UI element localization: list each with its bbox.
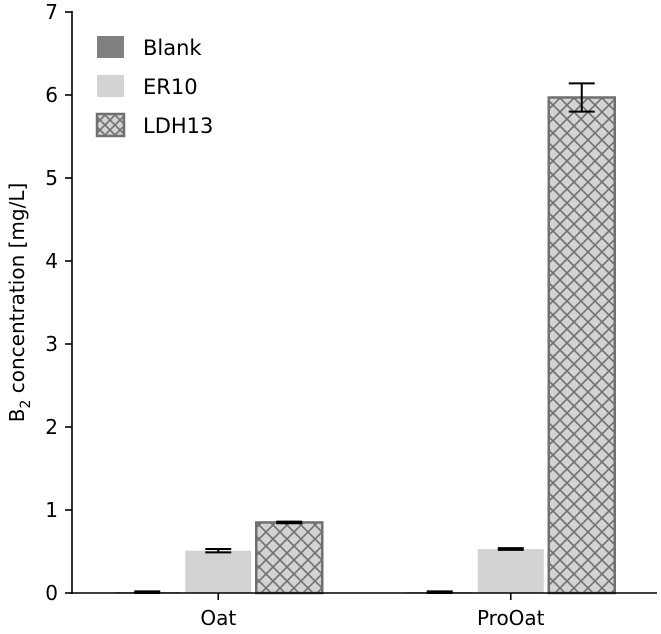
y-tick-label: 5 <box>45 166 58 190</box>
bar-ldh13-prooat <box>547 96 616 595</box>
y-axis-title: B2 concentration [mg/L] <box>5 183 34 423</box>
legend-item-blank: Blank <box>97 36 202 60</box>
y-tick-label: 6 <box>45 83 58 107</box>
legend: Blank ER10 LDH13 <box>95 36 213 138</box>
y-tick-label: 4 <box>45 249 58 273</box>
bar-er10-oat <box>185 550 252 593</box>
y-title-subscript: 2 <box>18 400 34 409</box>
legend-item-er10: ER10 <box>97 75 198 99</box>
bar-er10-prooat <box>477 549 544 593</box>
y-axis: 0 1 2 3 4 5 6 7 <box>45 0 73 605</box>
plot-area <box>114 82 616 595</box>
y-tick-label: 1 <box>45 498 58 522</box>
legend-swatch-er10 <box>97 75 124 97</box>
error-bar-ldh13-prooat <box>568 82 595 113</box>
error-bar-ldh13-oat <box>276 520 303 525</box>
y-tick-label: 7 <box>45 0 58 24</box>
x-axis: Oat ProOat <box>71 592 657 630</box>
x-tick-label: ProOat <box>477 606 545 630</box>
error-bar-er10-oat <box>205 548 232 554</box>
legend-label: ER10 <box>143 75 198 99</box>
bar-ldh13-oat <box>255 521 324 595</box>
x-tick-label: Oat <box>200 606 236 630</box>
y-tick-label: 2 <box>45 415 58 439</box>
y-tick-label: 0 <box>45 581 58 605</box>
y-tick-label: 3 <box>45 332 58 356</box>
legend-swatch-ldh13 <box>95 112 126 138</box>
y-title-rest: concentration [mg/L] <box>5 183 29 400</box>
y-title-main: B <box>5 409 29 423</box>
legend-item-ldh13: LDH13 <box>95 112 213 138</box>
legend-label: Blank <box>143 36 202 60</box>
legend-swatch-blank <box>97 36 124 58</box>
error-bar-er10-prooat <box>497 547 524 551</box>
legend-label: LDH13 <box>143 114 213 138</box>
